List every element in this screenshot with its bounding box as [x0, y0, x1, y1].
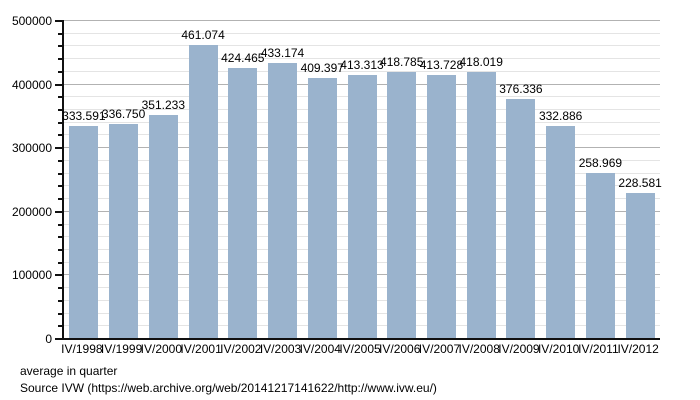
y-tick-minor — [58, 96, 62, 99]
x-axis-tick-label: IV/2003 — [259, 342, 302, 356]
bar-IV-2001 — [188, 44, 218, 338]
gridline-minor — [64, 32, 660, 34]
y-tick-minor — [58, 261, 62, 264]
bar-IV-2007 — [426, 74, 456, 338]
bar-value-label: 336.750 — [101, 106, 146, 121]
gridline-major — [64, 20, 660, 21]
x-axis-tick-label: IV/2009 — [498, 342, 540, 356]
y-tick-major — [55, 147, 62, 150]
y-tick-minor — [58, 172, 62, 175]
y-axis-tick-label: 0 — [45, 332, 52, 346]
bar-value-label: 351.233 — [141, 97, 186, 112]
plot-area: 333.591 336.750 351.233 461.074 424.465 433.1… — [62, 20, 662, 340]
y-tick-minor — [58, 325, 62, 328]
bar-value-label: 258.969 — [578, 156, 623, 171]
y-axis-tick-label: 400000 — [11, 77, 52, 92]
x-axis-tick-label: IV/1998 — [61, 342, 103, 356]
bar-IV-2008 — [466, 72, 496, 338]
x-axis: IV/1998 IV/1999 IV/2000 IV/2001 IV/2002 IV/20… — [61, 342, 659, 358]
gridline-minor — [64, 45, 660, 47]
bar-IV-2002 — [228, 68, 258, 338]
y-tick-minor — [58, 134, 62, 137]
caption-average-in-quarter: average in quarter — [20, 364, 118, 378]
bar-IV-2005 — [347, 75, 377, 338]
x-axis-tick-label: IV/2008 — [458, 342, 500, 356]
y-tick-minor — [58, 236, 62, 239]
x-axis-tick-label: IV/2002 — [220, 342, 262, 356]
bar-value-label: 461.074 — [181, 27, 225, 42]
y-axis-tick-label: 100000 — [11, 268, 52, 283]
bar-value-label: 418.785 — [380, 54, 424, 69]
y-tick-minor — [58, 287, 62, 290]
y-tick-minor — [58, 248, 62, 251]
bar-value-label: 413.313 — [340, 58, 384, 73]
x-axis-tick-label: IV/2012 — [617, 342, 659, 356]
x-axis-tick-label: IV/2007 — [418, 342, 461, 356]
y-tick-minor — [58, 70, 62, 73]
bar-IV-2006 — [387, 71, 417, 338]
bar-IV-2000 — [148, 114, 178, 338]
caption-source: Source IVW (https://web.archive.org/web/… — [20, 381, 437, 395]
y-tick-major — [55, 274, 62, 277]
bar-IV-1999 — [109, 123, 139, 338]
y-tick-minor — [58, 109, 62, 112]
bar-value-label: 424.465 — [221, 51, 265, 66]
y-tick-major — [55, 20, 62, 22]
gridline-minor — [64, 70, 660, 72]
bar-value-label: 332.886 — [538, 109, 583, 124]
bar-value-label: 433.174 — [260, 45, 305, 60]
y-tick-minor — [58, 32, 62, 35]
bar-value-label: 376.336 — [499, 81, 543, 96]
y-tick-minor — [58, 223, 62, 226]
bar-IV-2010 — [546, 126, 576, 338]
y-tick-minor — [58, 299, 62, 302]
y-tick-minor — [58, 58, 62, 61]
x-axis-tick-label: IV/2006 — [379, 342, 421, 356]
y-tick-major — [55, 210, 62, 213]
x-axis-tick-label: IV/2005 — [339, 342, 381, 356]
bar-value-label: 228.581 — [618, 175, 662, 190]
y-tick-major — [55, 83, 62, 86]
bar-IV-2012 — [625, 192, 655, 338]
y-tick-minor — [58, 45, 62, 48]
bar-IV-2003 — [268, 62, 298, 338]
bar-value-label: 409.397 — [300, 60, 344, 75]
bar-IV-2009 — [506, 98, 536, 338]
bar-IV-1998 — [69, 125, 99, 338]
y-axis-tick-label: 300000 — [11, 141, 52, 156]
bar-value-label: 418.019 — [459, 55, 503, 70]
x-axis-tick-label: IV/2010 — [537, 342, 580, 356]
y-tick-minor — [58, 121, 62, 124]
bar-value-label: 333.591 — [62, 108, 106, 123]
y-tick-minor — [58, 185, 62, 188]
bar-IV-2011 — [585, 173, 615, 338]
y-axis-tick-label: 200000 — [11, 204, 52, 219]
gridline-minor — [64, 58, 660, 60]
y-tick-minor — [58, 198, 62, 201]
y-tick-minor — [58, 312, 62, 315]
x-axis-tick-label: IV/2004 — [299, 342, 341, 356]
bar-value-label: 413.728 — [419, 57, 464, 72]
x-axis-tick-label: IV/2000 — [140, 342, 183, 356]
bar-IV-2004 — [307, 77, 337, 338]
x-axis-tick-label: IV/1999 — [100, 342, 143, 356]
y-tick-minor — [58, 159, 62, 162]
x-axis-tick-label: IV/2001 — [180, 342, 222, 356]
y-tick-major — [55, 338, 62, 340]
y-axis-tick-label: 500000 — [11, 14, 52, 28]
x-axis-tick-label: IV/2011 — [578, 342, 619, 356]
